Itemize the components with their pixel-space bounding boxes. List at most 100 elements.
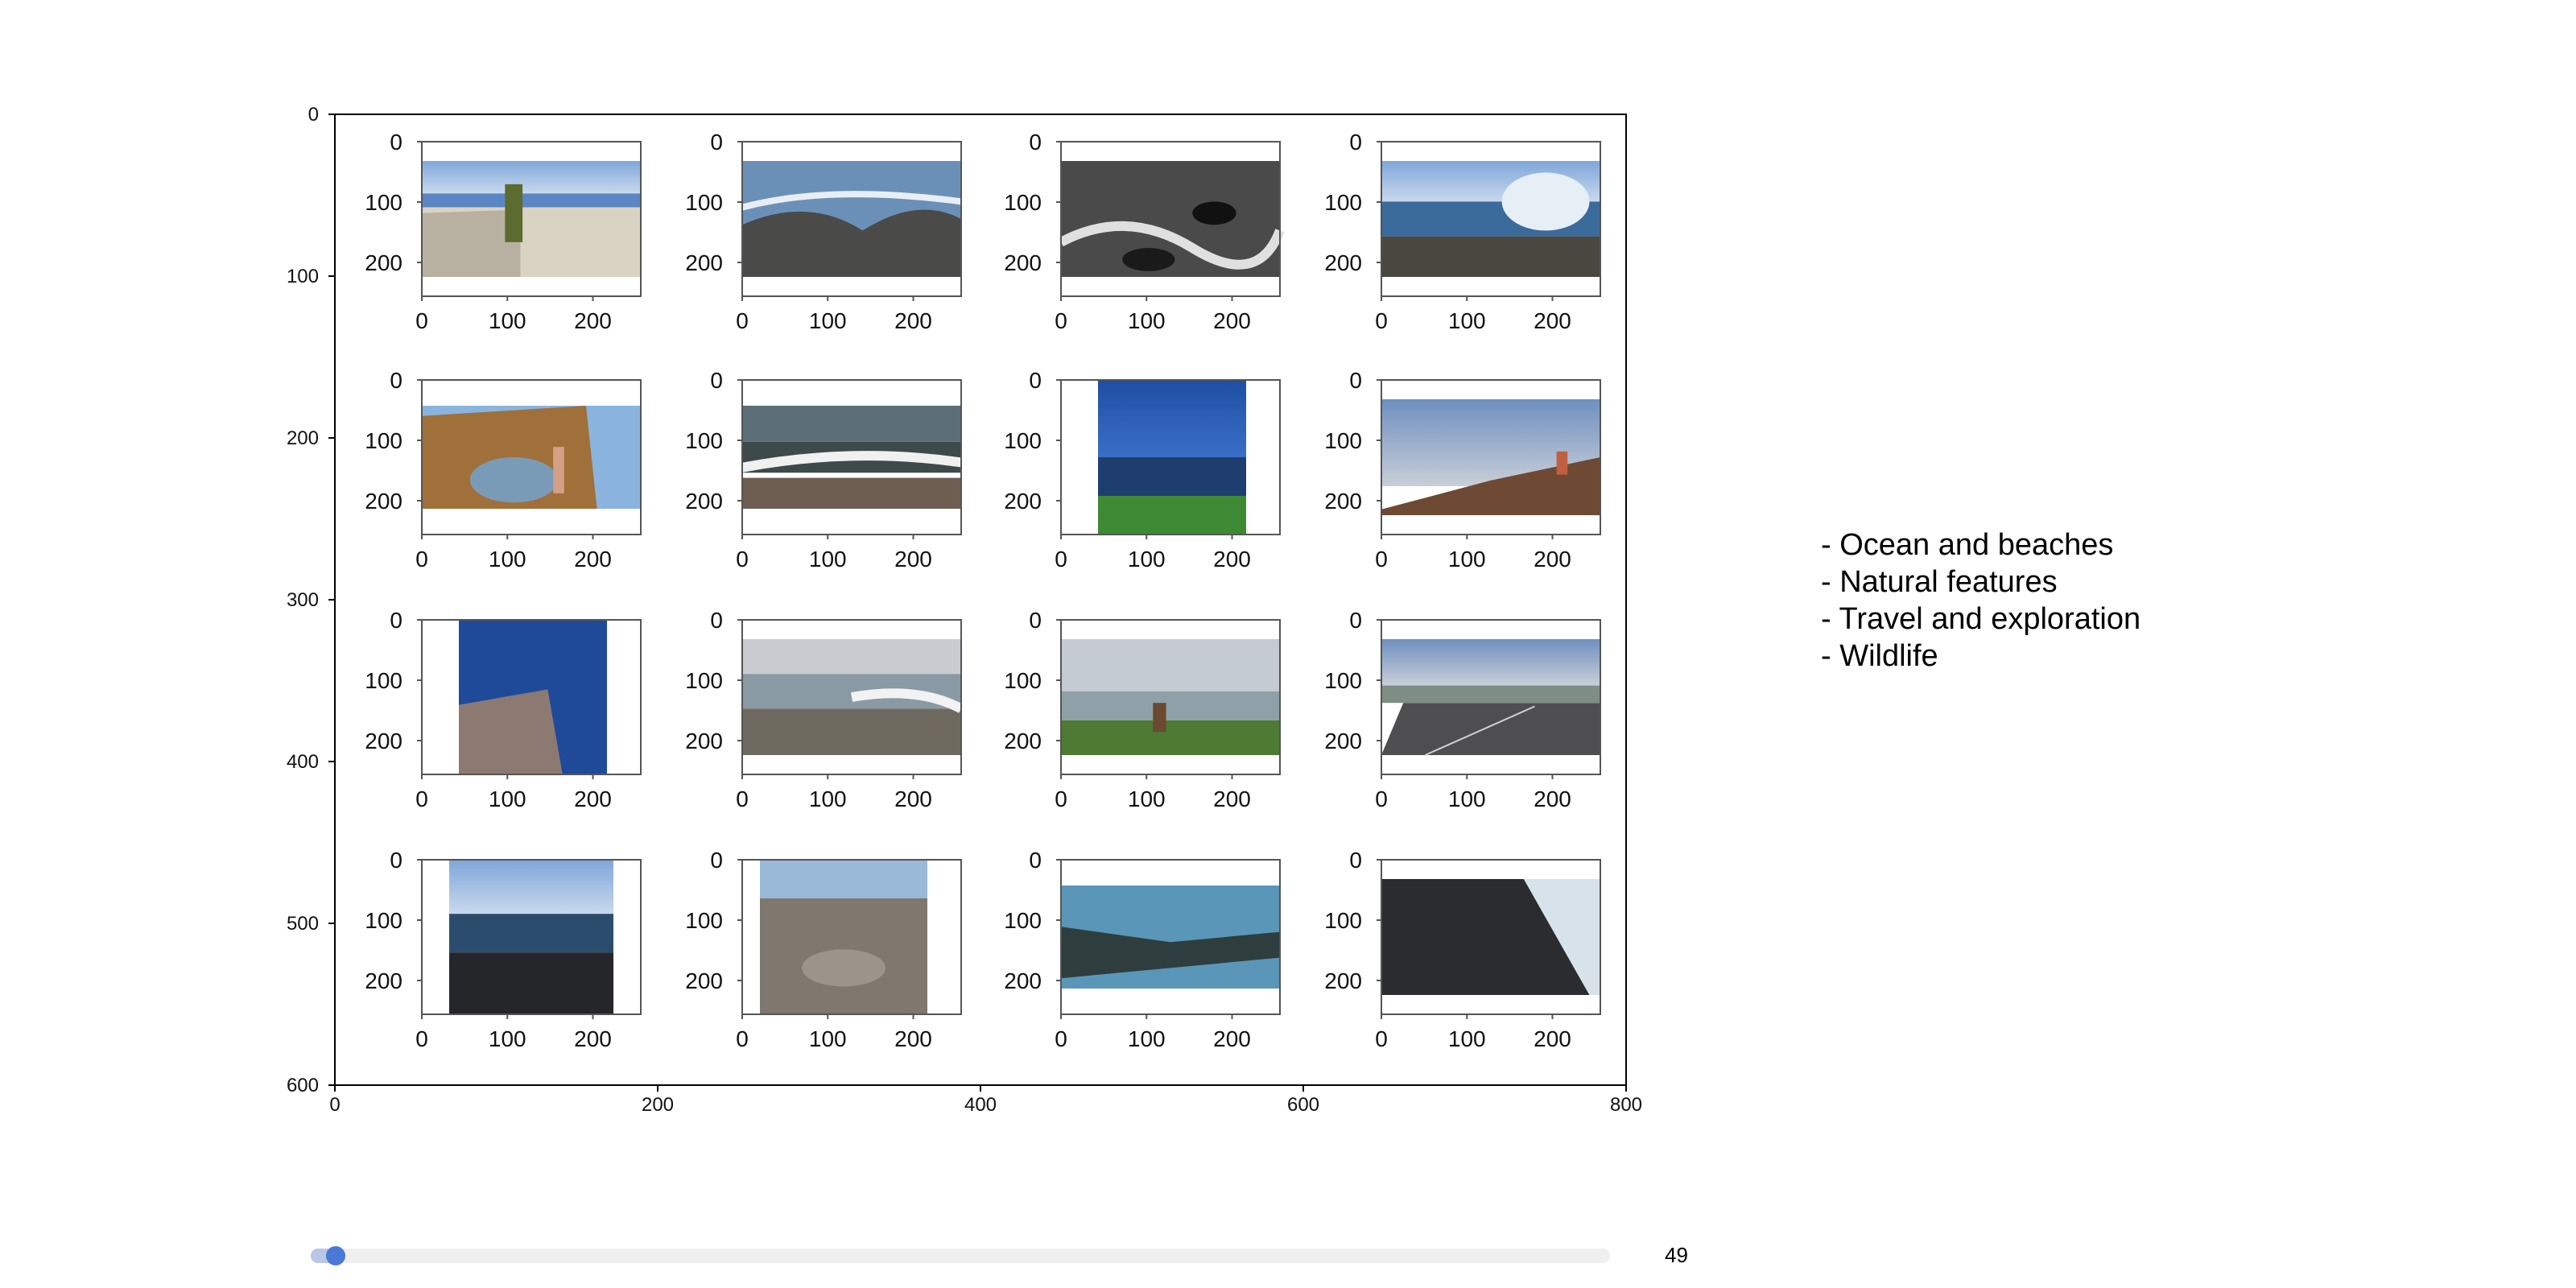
outer-y-tick-label: 600 <box>287 1075 319 1096</box>
subplot-y-tick-label: 0 <box>390 608 402 633</box>
outer-x-tick-label: 0 <box>329 1094 340 1116</box>
subplot-x-tick-label: 0 <box>1375 547 1388 572</box>
thumbnail-frame <box>1381 619 1601 775</box>
subplot-x-tick-label: 0 <box>1375 1026 1388 1051</box>
subplot-x-tick-label: 200 <box>1213 786 1251 811</box>
outer-x-tick-label: 400 <box>964 1094 997 1116</box>
subplot-x-tick-label: 200 <box>574 308 612 333</box>
subplot-x-tick-label: 0 <box>736 1026 749 1051</box>
slider-value-label: 49 <box>1665 1243 1688 1267</box>
thumbnail-image <box>760 860 927 1014</box>
subplot-y-tick-label: 0 <box>710 368 723 393</box>
thumbnail-image <box>742 639 964 755</box>
slider-handle[interactable] <box>326 1246 346 1265</box>
thumbnail-image <box>1381 879 1600 995</box>
thumbnail-image <box>1098 380 1246 535</box>
subplot-y-tick-label: 100 <box>365 908 402 933</box>
subplot-x-tick-label: 0 <box>1055 786 1067 811</box>
subplot-x-tick-label: 200 <box>894 308 932 333</box>
thumbnail-frame <box>1381 379 1601 535</box>
thumbnail-subplot: 0 100 200 0 100 200 <box>365 130 642 333</box>
subplot-x-tick-label: 0 <box>1055 547 1067 572</box>
subplot-y-tick-label: 0 <box>1029 368 1042 393</box>
thumbnail-subplot: 0 100 200 0 100 200 <box>1324 130 1601 333</box>
subplot-x-tick-label: 100 <box>1128 786 1166 811</box>
subplot-x-tick-label: 100 <box>1128 308 1166 333</box>
subplot-x-tick-label: 0 <box>415 786 428 811</box>
subplot-x-tick-label: 200 <box>1534 1026 1571 1051</box>
category-legend: - Ocean and beaches - Natural features - T… <box>1821 526 2140 675</box>
subplot-x-tick-label: 200 <box>1534 308 1571 333</box>
subplot-y-tick-label: 0 <box>1349 368 1362 393</box>
thumbnail-subplot: 0 100 200 0 100 200 <box>685 130 962 333</box>
thumbnail-frame <box>421 619 642 775</box>
subplot-x-tick-label: 200 <box>1213 1026 1251 1051</box>
thumbnail-image <box>1381 399 1600 515</box>
subplot-y-tick-label: 200 <box>1324 968 1362 993</box>
subplot-x-tick-label: 200 <box>1534 547 1571 572</box>
image-index-slider[interactable] <box>311 1246 1610 1265</box>
subplot-y-tick-label: 100 <box>365 190 402 215</box>
subplot-x-tick-label: 200 <box>894 786 932 811</box>
thumbnail-image <box>459 620 607 774</box>
subplot-y-tick-label: 0 <box>390 130 402 155</box>
subplot-y-tick-label: 100 <box>1324 428 1362 453</box>
subplot-x-tick-label: 0 <box>1375 786 1388 811</box>
subplot-x-tick-label: 200 <box>1213 308 1251 333</box>
subplot-x-tick-label: 0 <box>1055 1026 1067 1051</box>
thumbnail-subplot: 0 100 200 0 100 200 <box>1324 608 1601 811</box>
subplot-x-tick-label: 0 <box>415 547 428 572</box>
subplot-y-tick-label: 0 <box>390 368 402 393</box>
subplot-y-tick-label: 0 <box>1349 130 1362 155</box>
subplot-x-tick-label: 100 <box>1128 547 1166 572</box>
subplot-y-tick-label: 200 <box>1324 489 1362 514</box>
subplot-y-tick-label: 200 <box>1004 729 1042 753</box>
subplot-y-tick-label: 100 <box>365 668 402 693</box>
slider-track[interactable] <box>311 1249 1610 1263</box>
subplot-x-tick-label: 100 <box>1448 308 1486 333</box>
subplot-y-tick-label: 200 <box>1324 250 1362 275</box>
subplot-x-tick-label: 100 <box>489 786 526 811</box>
subplot-x-tick-label: 100 <box>489 1026 526 1051</box>
subplot-y-tick-label: 0 <box>710 608 723 633</box>
subplot-x-tick-label: 100 <box>1128 1026 1166 1051</box>
subplot-y-tick-label: 100 <box>1004 190 1042 215</box>
subplot-y-tick-label: 100 <box>1004 668 1042 693</box>
outer-x-tick-label: 600 <box>1287 1094 1319 1116</box>
subplot-x-tick-label: 200 <box>574 786 612 811</box>
outer-x-tick-label: 200 <box>642 1094 674 1116</box>
legend-item: - Natural features <box>1821 565 2058 599</box>
outer-y-tick-label: 300 <box>287 589 319 611</box>
thumbnail-subplot: 0 100 200 0 100 200 <box>1004 608 1281 811</box>
subplot-x-tick-label: 200 <box>574 1026 612 1051</box>
subplot-y-tick-label: 0 <box>710 848 723 873</box>
thumbnail-image <box>741 161 962 277</box>
thumbnail-frame <box>1060 859 1281 1015</box>
thumbnail-frame <box>1060 379 1281 535</box>
subplot-y-tick-label: 200 <box>365 489 402 514</box>
thumbnail-frame <box>421 141 642 297</box>
subplot-x-tick-label: 0 <box>736 308 749 333</box>
outer-y-tick-label: 100 <box>287 266 319 287</box>
outer-x-tick-label: 800 <box>1610 1094 1642 1116</box>
subplot-x-tick-label: 100 <box>809 786 847 811</box>
subplot-y-tick-label: 100 <box>685 908 723 933</box>
subplot-x-tick-label: 0 <box>415 308 428 333</box>
subplot-x-tick-label: 0 <box>736 547 749 572</box>
subplot-y-tick-label: 200 <box>1004 489 1042 514</box>
thumbnail-image <box>422 406 641 509</box>
subplot-x-tick-label: 0 <box>1055 308 1067 333</box>
subplot-x-tick-label: 100 <box>489 308 526 333</box>
thumbnail-image <box>1381 639 1600 756</box>
thumbnail-image <box>1061 886 1280 989</box>
outer-y-tick-label: 500 <box>287 913 319 935</box>
subplot-y-tick-label: 100 <box>685 668 723 693</box>
thumbnail-subplot: 0 100 200 0 100 200 <box>685 608 964 811</box>
subplot-x-tick-label: 200 <box>894 1026 932 1051</box>
subplot-x-tick-label: 100 <box>1448 1026 1486 1051</box>
outer-y-tick-label: 200 <box>287 427 319 449</box>
subplot-y-tick-label: 100 <box>1324 190 1362 215</box>
subplot-x-tick-label: 0 <box>415 1026 428 1051</box>
subplot-x-tick-label: 200 <box>894 547 932 572</box>
subplot-y-tick-label: 200 <box>1004 250 1042 275</box>
